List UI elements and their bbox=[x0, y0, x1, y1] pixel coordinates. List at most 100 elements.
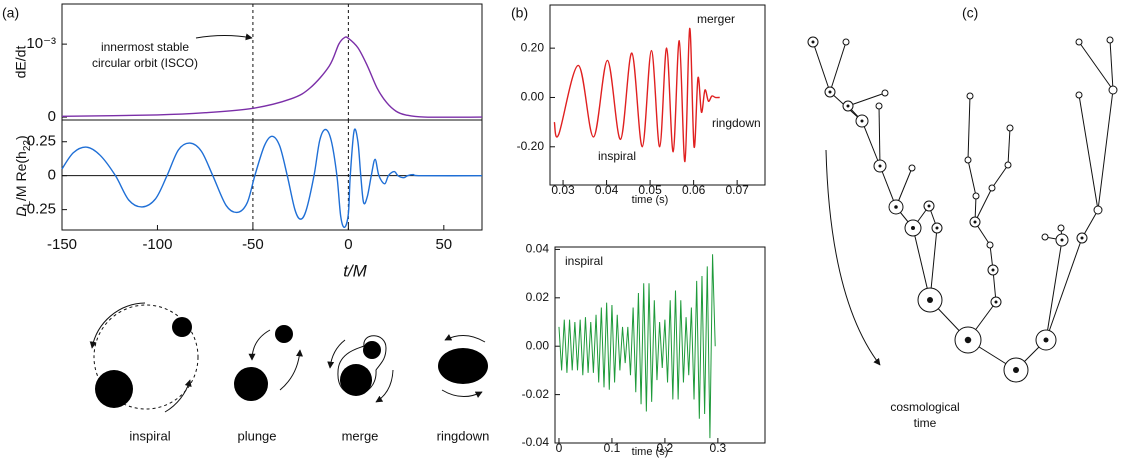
y-axis-label-part: /M Re(h bbox=[13, 151, 29, 201]
halo bbox=[988, 184, 996, 192]
y-tick-label: -0.04 bbox=[522, 435, 550, 449]
halo bbox=[964, 156, 972, 164]
halo-core bbox=[1013, 367, 1019, 373]
tree-edge bbox=[1078, 94, 1099, 211]
tree-edge bbox=[1109, 39, 1114, 91]
arrow bbox=[279, 349, 303, 391]
halo bbox=[1093, 205, 1103, 215]
y-axis-label: dE/dt bbox=[13, 46, 29, 79]
halo-core bbox=[811, 40, 815, 44]
x-tick-label: 0.07 bbox=[725, 183, 749, 197]
x-tick-label: 0.03 bbox=[551, 183, 575, 197]
y-axis-label-part: ) bbox=[13, 135, 29, 140]
x-tick-label: -50 bbox=[242, 236, 264, 253]
x-tick-label: 0.06 bbox=[682, 183, 706, 197]
tree-edge bbox=[812, 41, 831, 93]
black-hole bbox=[275, 325, 293, 343]
black-hole bbox=[363, 341, 381, 359]
arrow bbox=[444, 334, 486, 343]
annotation: innermost stable bbox=[101, 40, 189, 54]
tree-edge bbox=[1045, 237, 1083, 341]
halo bbox=[881, 89, 889, 97]
series-line bbox=[61, 128, 483, 228]
orbit bbox=[93, 304, 199, 410]
tree-edge bbox=[878, 105, 881, 167]
stage-label: inspiral bbox=[129, 428, 170, 443]
x-tick-label: 0.04 bbox=[595, 183, 619, 197]
x-tick-label: -150 bbox=[47, 236, 77, 253]
y-tick-label: 0.00 bbox=[521, 90, 545, 104]
y-axis-label-part: L bbox=[22, 201, 33, 207]
halo-core bbox=[994, 300, 998, 304]
halo-core bbox=[1080, 236, 1084, 240]
x-tick-label: 0.3 bbox=[710, 441, 727, 455]
panel-label: (c) bbox=[962, 5, 978, 21]
x-tick-label: 0.2 bbox=[657, 441, 674, 455]
black-hole bbox=[234, 367, 268, 401]
halo-core bbox=[860, 119, 864, 123]
y-tick-label: -0.20 bbox=[517, 139, 545, 153]
halo-core bbox=[828, 90, 832, 94]
y-tick-label: -0.25 bbox=[22, 201, 56, 218]
y-tick-label: 10⁻³ bbox=[26, 35, 56, 52]
arrow bbox=[248, 329, 271, 361]
halo-core bbox=[846, 104, 850, 108]
annotation: circular orbit (ISCO) bbox=[92, 56, 198, 70]
y-axis-label-part: D bbox=[13, 207, 29, 217]
halo bbox=[875, 102, 883, 110]
tree-edge bbox=[847, 92, 886, 107]
halo-core bbox=[878, 164, 882, 168]
tree-edge bbox=[967, 159, 977, 197]
stage-label: plunge bbox=[237, 428, 276, 443]
halo bbox=[986, 241, 994, 249]
black-hole bbox=[172, 317, 192, 337]
y-tick-label: 0 bbox=[48, 167, 56, 184]
y-axis-label-part: 22 bbox=[22, 140, 33, 152]
annotation: inspiral bbox=[565, 254, 603, 268]
tree-edge bbox=[1097, 89, 1114, 211]
halo-core bbox=[894, 205, 898, 209]
x-tick-label: 0 bbox=[344, 236, 352, 253]
halo-core bbox=[935, 226, 939, 230]
halo bbox=[1004, 161, 1012, 169]
halo bbox=[1041, 233, 1049, 241]
y-tick-label: 0 bbox=[48, 108, 56, 125]
halo-core bbox=[991, 268, 995, 272]
halo-core bbox=[1043, 337, 1049, 343]
halo-core bbox=[964, 336, 972, 344]
black-hole bbox=[438, 348, 488, 384]
annotation: inspiral bbox=[598, 149, 636, 163]
annotation-arrow bbox=[195, 33, 253, 41]
tree-label: cosmological bbox=[890, 400, 959, 414]
panel-label: (a) bbox=[2, 5, 19, 21]
panel-label: (b) bbox=[511, 5, 528, 21]
halo bbox=[1106, 36, 1114, 44]
y-tick-label: -0.02 bbox=[522, 387, 550, 401]
merger-tree bbox=[807, 36, 1118, 383]
tree-edge bbox=[1078, 41, 1114, 91]
tree-edge bbox=[974, 187, 993, 223]
tree-edge bbox=[1007, 127, 1011, 166]
halo bbox=[966, 92, 974, 100]
y-tick-label: 0.00 bbox=[526, 338, 550, 352]
halo bbox=[1075, 38, 1083, 46]
halo-core bbox=[911, 226, 915, 230]
plot-frame bbox=[554, 246, 766, 444]
arrow bbox=[89, 302, 146, 349]
y-tick-label: 0.02 bbox=[526, 290, 550, 304]
time-arrow bbox=[825, 149, 881, 366]
halo bbox=[1108, 85, 1118, 95]
halo-core bbox=[1060, 238, 1064, 242]
x-tick-label: 0 bbox=[556, 441, 563, 455]
series-line bbox=[558, 254, 716, 439]
halo bbox=[1075, 91, 1083, 99]
x-axis-label: time (s) bbox=[632, 446, 669, 458]
tree-edge bbox=[991, 164, 1009, 189]
tree-edge bbox=[829, 41, 847, 93]
y-tick-label: 0.25 bbox=[27, 133, 56, 150]
halo bbox=[842, 38, 850, 46]
orbit-sketches bbox=[89, 302, 488, 413]
halo bbox=[908, 164, 916, 172]
tree-edge bbox=[1045, 239, 1063, 341]
